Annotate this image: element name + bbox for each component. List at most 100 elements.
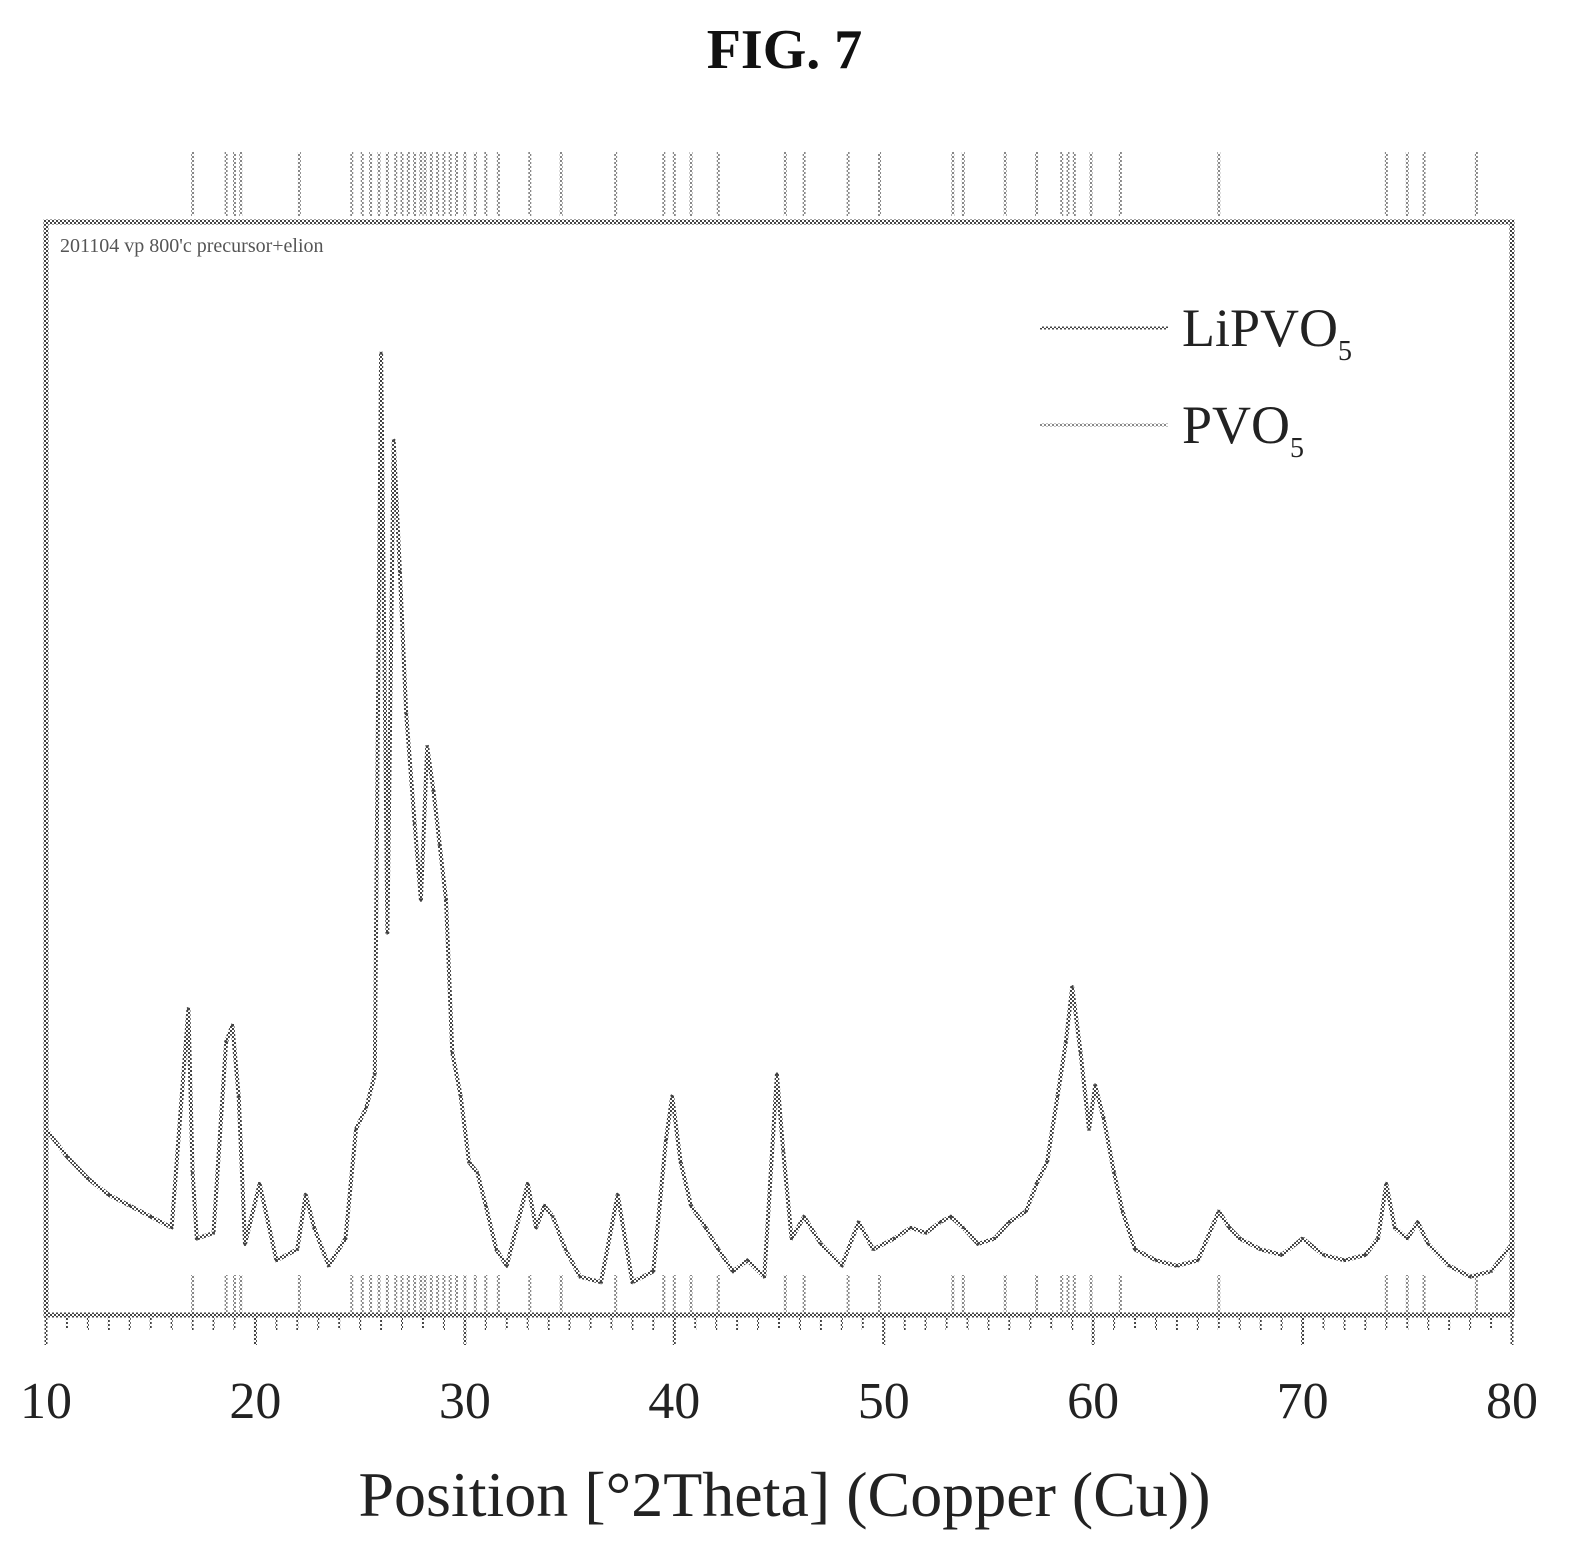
data-point xyxy=(364,1105,368,1109)
x-tick-label: 10 xyxy=(20,1373,72,1430)
data-point xyxy=(790,1237,794,1240)
data-point xyxy=(1227,1226,1231,1230)
data-point xyxy=(1056,1094,1059,1098)
figure-label: FIG. 7 xyxy=(706,19,863,81)
data-point xyxy=(716,1247,720,1251)
data-point xyxy=(1196,1258,1200,1262)
data-point xyxy=(467,1160,471,1164)
data-point xyxy=(746,1258,750,1262)
data-point xyxy=(170,1226,174,1230)
x-tick-label: 40 xyxy=(648,1373,700,1430)
data-point xyxy=(892,1237,896,1240)
data-point xyxy=(704,1226,708,1230)
data-point xyxy=(431,788,435,792)
data-point xyxy=(1007,1220,1011,1224)
data-point xyxy=(450,1051,454,1055)
data-point xyxy=(258,1182,262,1186)
data-point xyxy=(526,1182,530,1186)
data-point xyxy=(1133,1247,1137,1251)
data-point xyxy=(494,1247,498,1251)
data-point xyxy=(186,1007,190,1011)
data-point xyxy=(385,931,389,934)
data-point xyxy=(840,1264,844,1268)
data-point xyxy=(976,1242,980,1246)
data-point xyxy=(857,1220,861,1224)
data-point xyxy=(1079,1051,1083,1055)
data-point xyxy=(505,1264,509,1268)
data-point xyxy=(1363,1253,1367,1257)
x-tick-label: 70 xyxy=(1277,1373,1329,1430)
data-point xyxy=(237,1094,241,1098)
data-point xyxy=(1259,1247,1263,1251)
data-point xyxy=(1405,1237,1409,1240)
data-point xyxy=(599,1280,603,1284)
data-point xyxy=(212,1231,215,1235)
data-point xyxy=(107,1193,111,1197)
data-point xyxy=(304,1193,308,1197)
data-point xyxy=(1343,1258,1346,1262)
data-point xyxy=(1322,1253,1325,1257)
data-point xyxy=(243,1242,247,1246)
data-point xyxy=(1280,1253,1284,1257)
data-point xyxy=(1384,1182,1388,1186)
data-point xyxy=(651,1269,655,1273)
data-point xyxy=(909,1226,913,1230)
data-point xyxy=(1093,1084,1097,1087)
data-point xyxy=(1064,1040,1068,1044)
data-point xyxy=(1301,1237,1305,1240)
data-point xyxy=(327,1264,331,1268)
data-point xyxy=(993,1237,997,1240)
x-tick-label: 60 xyxy=(1067,1373,1119,1430)
data-point xyxy=(542,1204,546,1208)
data-point xyxy=(128,1204,132,1208)
data-point xyxy=(1416,1220,1420,1224)
data-point xyxy=(379,351,383,355)
data-point xyxy=(312,1226,316,1230)
legend-label-lipvo5: LiPVO5 xyxy=(1182,298,1352,367)
data-point xyxy=(344,1237,347,1240)
data-point xyxy=(802,1215,806,1219)
data-point xyxy=(149,1215,153,1219)
data-point xyxy=(438,843,442,847)
data-point xyxy=(1217,1209,1221,1213)
data-point xyxy=(475,1171,479,1175)
x-axis-label: Position [°2Theta] (Copper (Cu)) xyxy=(358,1459,1211,1530)
plot-frame xyxy=(43,219,1515,1318)
data-point xyxy=(274,1258,278,1262)
data-point xyxy=(775,1073,779,1076)
data-point xyxy=(762,1275,766,1279)
data-point xyxy=(1426,1242,1430,1246)
data-point xyxy=(224,1040,228,1044)
data-point xyxy=(961,1226,965,1230)
series-layer xyxy=(44,351,1514,1285)
data-point xyxy=(1175,1264,1179,1268)
data-point xyxy=(230,1023,234,1027)
data-point xyxy=(65,1155,69,1158)
data-point xyxy=(195,1237,199,1240)
data-point xyxy=(1024,1209,1028,1213)
data-point xyxy=(949,1215,953,1219)
data-point xyxy=(1102,1116,1106,1120)
x-tick-label: 80 xyxy=(1486,1373,1538,1430)
data-point xyxy=(938,1220,942,1224)
data-point xyxy=(670,1094,674,1098)
pvo5-reference-markers-top xyxy=(191,152,1478,216)
data-point xyxy=(1468,1275,1472,1279)
data-point xyxy=(86,1176,90,1180)
pvo5-reference-markers-bottom xyxy=(191,1275,1478,1315)
data-point xyxy=(1376,1237,1380,1240)
data-point xyxy=(191,1171,195,1175)
data-point xyxy=(534,1226,538,1230)
data-point xyxy=(1489,1269,1493,1273)
data-point xyxy=(1393,1226,1397,1230)
data-point xyxy=(551,1215,555,1219)
legend-label-pvo5: PVO5 xyxy=(1182,395,1304,464)
data-point xyxy=(392,439,396,443)
x-tick-label: 20 xyxy=(229,1373,281,1430)
sample-annotation: 201104 vp 800'c precursor+elion xyxy=(60,235,324,257)
data-point xyxy=(664,1138,668,1142)
data-point xyxy=(616,1193,620,1197)
data-point xyxy=(630,1280,634,1284)
data-point xyxy=(1087,1127,1091,1131)
data-point xyxy=(1045,1160,1049,1164)
